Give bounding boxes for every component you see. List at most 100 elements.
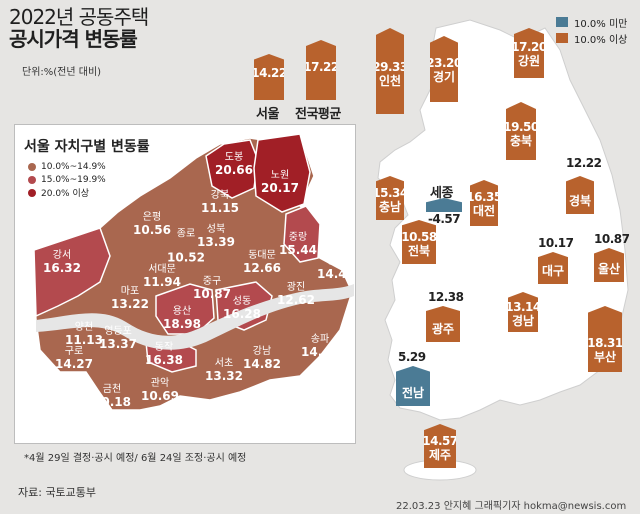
district-eunpyeong: 은평 10.56 (133, 211, 171, 237)
district-jongno: 종로 (177, 228, 195, 241)
legend-swatch-blue (556, 17, 568, 27)
district-value: 10.18 (93, 395, 131, 409)
seoul-legend: 10.0%~14.9% 15.0%~19.9% 20.0% 이상 (28, 160, 106, 199)
label-sejong: 세종 (430, 186, 453, 201)
legend-swatch-brown (556, 33, 568, 43)
region-name: 인천 (378, 74, 402, 88)
district-gangnam: 강남 14.82 (243, 345, 281, 371)
house-jeju: 14.57 제주 (424, 424, 456, 468)
value-text: 10.58 (401, 230, 437, 244)
value-gyeongbuk: 12.22 (566, 156, 602, 170)
region-name: 대전 (472, 204, 496, 218)
unit-label: 단위:%(전년 대비) (22, 67, 102, 78)
district-name: 성북 (206, 224, 226, 235)
district-value: 12.62 (277, 293, 315, 307)
district-name: 동작 (154, 342, 174, 353)
house-jeonnam: 전남 (396, 366, 430, 406)
district-name: 양천 (74, 322, 94, 333)
district-name: 광진 (286, 282, 306, 293)
seoul-legend-item: 20.0% 이상 (28, 186, 106, 199)
district-name: 강남 (252, 346, 272, 357)
district-value: 18.98 (163, 317, 201, 331)
legend-item-above-10: 10.0% 이상 (556, 30, 627, 46)
region-name: 경기 (432, 70, 456, 84)
district-seodaemun: 서대문 11.94 (143, 263, 181, 289)
district-value: 10.52 (167, 250, 205, 265)
district-value: 15.44 (279, 243, 317, 257)
district-jungnang-shape (283, 205, 321, 263)
district-jungnang: 중랑 15.44 (279, 231, 317, 257)
district-yongsan: 용산 18.98 (163, 305, 201, 331)
value-daegu: 10.17 (538, 236, 574, 250)
region-name: 광주 (431, 322, 455, 336)
district-name: 종로 (176, 228, 196, 240)
district-value: 11.15 (201, 201, 239, 215)
region-name: 충북 (509, 134, 533, 148)
district-name: 서초 (214, 358, 234, 369)
value-text: 29.33 (372, 60, 408, 74)
legend-dot (28, 188, 36, 197)
district-yeongdeungpo: 영등포 13.37 (99, 325, 137, 351)
district-name: 도봉 (224, 152, 244, 163)
district-value: 13.32 (205, 369, 243, 383)
district-gangdong: 강동 14.44 (317, 255, 355, 281)
district-name: 금천 (102, 384, 122, 395)
district-seodaemun-value: 10.52 (167, 250, 205, 265)
house-chungnam: 15.34 충남 (376, 176, 404, 220)
district-name: 송파 (310, 334, 330, 345)
district-name: 중랑 (288, 232, 308, 243)
house-daegu: 대구 (538, 252, 568, 284)
han-river-seoul-shape (36, 284, 354, 350)
region-name: 경북 (568, 194, 592, 208)
district-value: 13.39 (197, 235, 235, 249)
house-national-avg: 17.22 (306, 40, 336, 100)
district-name: 동대문 (248, 250, 276, 261)
house-jeonbuk: 10.58 전북 (402, 220, 436, 264)
district-geumcheon: 금천 10.18 (93, 383, 131, 409)
district-value: 14.27 (55, 357, 93, 371)
district-value: 14.44 (301, 345, 339, 359)
district-gangbuk: 강북 11.15 (201, 189, 239, 215)
district-jung: 중구 10.87 (193, 275, 231, 301)
value-text: 18.31 (587, 336, 623, 350)
value-text: 17.22 (303, 60, 339, 74)
district-dobong: 도봉 20.66 (215, 151, 253, 177)
source-text: 자료: 국토교통부 (18, 486, 97, 499)
page-title: 2022년 공동주택 공시가격 변동률 (9, 6, 149, 50)
value-text: 17.20 (511, 40, 547, 54)
region-name: 전남 (401, 386, 425, 400)
house-gyeongnam: 13.14 경남 (508, 292, 538, 332)
house-gwangju: 광주 (426, 306, 460, 342)
region-name: 강원 (517, 54, 541, 68)
house-busan: 18.31 부산 (588, 306, 622, 372)
value-jeonnam: 5.29 (398, 350, 426, 364)
district-name: 성동 (232, 296, 252, 307)
district-gangseo: 강서 16.32 (43, 249, 81, 275)
house-sejong (426, 198, 462, 212)
district-name: 관악 (150, 378, 170, 389)
region-name: 울산 (597, 262, 621, 276)
region-name: 대구 (541, 264, 565, 278)
district-value: 10.87 (193, 287, 231, 301)
district-dongdaemun: 동대문 12.66 (243, 249, 281, 275)
district-name: 용산 (172, 306, 192, 317)
region-name: 전북 (407, 244, 431, 258)
district-value: 16.28 (223, 307, 261, 321)
value-ulsan: 10.87 (594, 232, 630, 246)
top-legend: 10.0% 미만 10.0% 이상 (556, 14, 627, 46)
seoul-legend-item: 10.0%~14.9% (28, 160, 106, 173)
house-incheon: 29.33 인천 (376, 28, 404, 114)
legend-label: 15.0%~19.9% (41, 174, 106, 185)
region-name: 부산 (593, 350, 617, 364)
district-name: 중구 (202, 276, 222, 287)
district-name: 강동 (326, 256, 346, 267)
house-seoul: 14.22 (254, 54, 284, 100)
seoul-inset-title: 서울 자치구별 변동률 (24, 139, 150, 155)
house-gyeonggi: 23.20 경기 (430, 36, 458, 102)
house-gangwon: 17.20 강원 (514, 28, 544, 78)
district-seongdong: 성동 16.28 (223, 295, 261, 321)
district-value: 10.56 (133, 223, 171, 237)
value-text: 13.14 (505, 300, 541, 314)
district-seocho: 서초 13.32 (205, 357, 243, 383)
